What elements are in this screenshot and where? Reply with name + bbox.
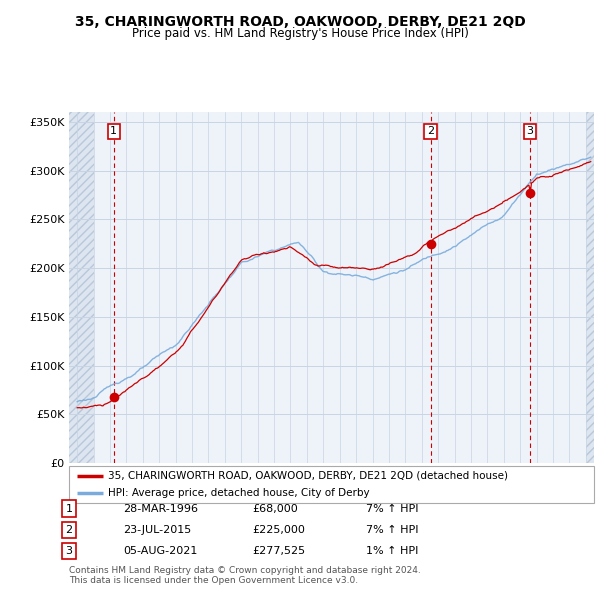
- Text: 1: 1: [65, 504, 73, 513]
- Text: 7% ↑ HPI: 7% ↑ HPI: [366, 525, 419, 535]
- FancyBboxPatch shape: [69, 466, 594, 503]
- Text: 2: 2: [65, 525, 73, 535]
- Text: £68,000: £68,000: [252, 504, 298, 513]
- Text: 7% ↑ HPI: 7% ↑ HPI: [366, 504, 419, 513]
- Text: £277,525: £277,525: [252, 546, 305, 556]
- Bar: [69, 112, 94, 463]
- Text: 1: 1: [110, 126, 117, 136]
- Text: 3: 3: [526, 126, 533, 136]
- Text: 23-JUL-2015: 23-JUL-2015: [123, 525, 191, 535]
- Text: 28-MAR-1996: 28-MAR-1996: [123, 504, 198, 513]
- Text: 35, CHARINGWORTH ROAD, OAKWOOD, DERBY, DE21 2QD (detached house): 35, CHARINGWORTH ROAD, OAKWOOD, DERBY, D…: [109, 471, 508, 481]
- Text: Price paid vs. HM Land Registry's House Price Index (HPI): Price paid vs. HM Land Registry's House …: [131, 27, 469, 40]
- Text: Contains HM Land Registry data © Crown copyright and database right 2024.
This d: Contains HM Land Registry data © Crown c…: [69, 566, 421, 585]
- Text: £225,000: £225,000: [252, 525, 305, 535]
- Text: 2: 2: [427, 126, 434, 136]
- Text: HPI: Average price, detached house, City of Derby: HPI: Average price, detached house, City…: [109, 488, 370, 498]
- Bar: [586, 112, 594, 463]
- Text: 1% ↑ HPI: 1% ↑ HPI: [366, 546, 418, 556]
- Text: 35, CHARINGWORTH ROAD, OAKWOOD, DERBY, DE21 2QD: 35, CHARINGWORTH ROAD, OAKWOOD, DERBY, D…: [74, 15, 526, 29]
- Text: 3: 3: [65, 546, 73, 556]
- Text: 05-AUG-2021: 05-AUG-2021: [123, 546, 197, 556]
